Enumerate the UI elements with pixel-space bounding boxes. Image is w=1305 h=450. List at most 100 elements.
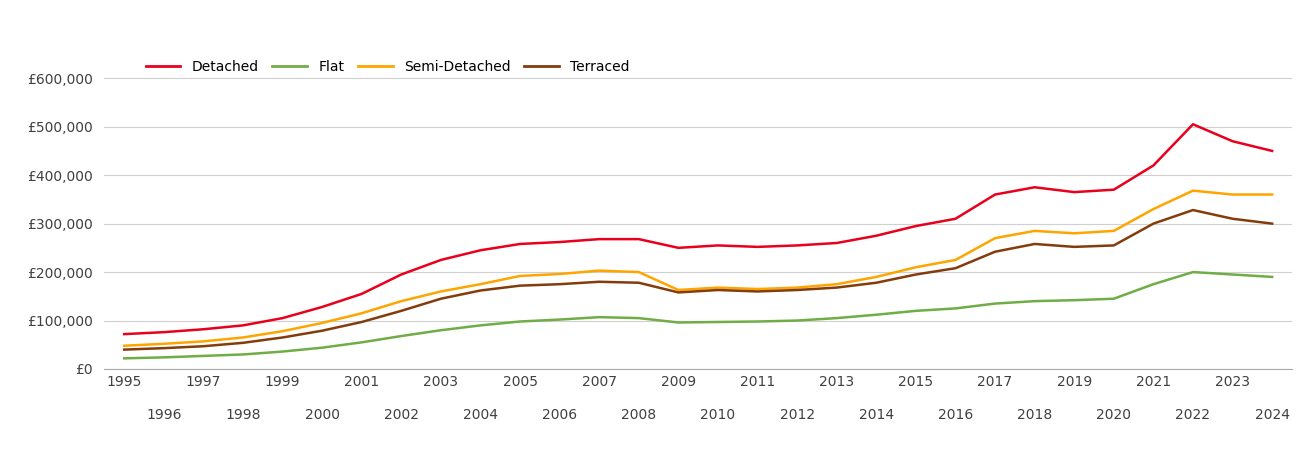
Flat	[155, 355, 171, 360]
Semi-Detached	[393, 298, 408, 304]
Text: 2016: 2016	[938, 408, 974, 422]
Semi-Detached	[632, 270, 647, 275]
Flat	[908, 308, 924, 314]
Terraced	[116, 347, 132, 352]
Detached	[988, 192, 1004, 197]
Semi-Detached	[908, 265, 924, 270]
Flat	[512, 319, 527, 324]
Detached	[552, 239, 568, 245]
Flat	[354, 340, 369, 345]
Detached	[591, 236, 607, 242]
Terraced	[472, 288, 488, 293]
Semi-Detached	[155, 341, 171, 346]
Terraced	[433, 296, 449, 302]
Flat	[472, 323, 488, 328]
Text: 2022: 2022	[1176, 408, 1211, 422]
Flat	[315, 345, 330, 351]
Text: 2010: 2010	[701, 408, 736, 422]
Semi-Detached	[472, 282, 488, 287]
Flat	[116, 356, 132, 361]
Semi-Detached	[354, 310, 369, 316]
Semi-Detached	[275, 328, 291, 334]
Detached	[1066, 189, 1082, 195]
Detached	[1185, 122, 1201, 127]
Flat	[710, 320, 726, 325]
Flat	[1146, 282, 1161, 287]
Flat	[275, 349, 291, 354]
Terraced	[235, 340, 251, 346]
Flat	[1105, 296, 1121, 302]
Terraced	[196, 343, 211, 349]
Semi-Detached	[591, 268, 607, 273]
Semi-Detached	[315, 320, 330, 326]
Semi-Detached	[1265, 192, 1280, 197]
Flat	[790, 318, 805, 323]
Detached	[116, 331, 132, 337]
Terraced	[393, 308, 408, 314]
Terraced	[1146, 221, 1161, 226]
Semi-Detached	[988, 235, 1004, 241]
Text: 2006: 2006	[542, 408, 577, 422]
Detached	[512, 241, 527, 247]
Terraced	[155, 346, 171, 351]
Line: Semi-Detached: Semi-Detached	[124, 191, 1272, 346]
Terraced	[512, 283, 527, 288]
Flat	[1066, 297, 1082, 303]
Semi-Detached	[790, 285, 805, 290]
Flat	[235, 352, 251, 357]
Semi-Detached	[1027, 228, 1043, 234]
Detached	[196, 327, 211, 332]
Semi-Detached	[196, 339, 211, 344]
Detached	[632, 236, 647, 242]
Flat	[1185, 270, 1201, 275]
Flat	[988, 301, 1004, 306]
Text: 1996: 1996	[146, 408, 181, 422]
Terraced	[947, 266, 963, 271]
Detached	[947, 216, 963, 221]
Detached	[433, 257, 449, 263]
Flat	[393, 333, 408, 339]
Semi-Detached	[868, 274, 883, 279]
Semi-Detached	[1146, 207, 1161, 212]
Terraced	[1224, 216, 1240, 221]
Detached	[1224, 139, 1240, 144]
Semi-Detached	[552, 271, 568, 277]
Line: Detached: Detached	[124, 124, 1272, 334]
Detached	[908, 223, 924, 229]
Terraced	[552, 282, 568, 287]
Terraced	[790, 287, 805, 292]
Text: 2012: 2012	[779, 408, 814, 422]
Terraced	[908, 272, 924, 277]
Detached	[393, 272, 408, 277]
Text: 2018: 2018	[1017, 408, 1052, 422]
Terraced	[1027, 241, 1043, 247]
Terraced	[354, 320, 369, 325]
Detached	[749, 244, 765, 250]
Semi-Detached	[947, 257, 963, 263]
Detached	[1146, 163, 1161, 168]
Terraced	[988, 249, 1004, 254]
Terraced	[1105, 243, 1121, 248]
Terraced	[868, 280, 883, 285]
Text: 2024: 2024	[1254, 408, 1289, 422]
Terraced	[275, 335, 291, 340]
Terraced	[632, 280, 647, 285]
Flat	[1027, 298, 1043, 304]
Terraced	[1265, 221, 1280, 226]
Flat	[829, 315, 844, 321]
Detached	[472, 248, 488, 253]
Detached	[790, 243, 805, 248]
Line: Flat: Flat	[124, 272, 1272, 358]
Semi-Detached	[1066, 230, 1082, 236]
Terraced	[315, 328, 330, 333]
Detached	[829, 240, 844, 246]
Text: 2002: 2002	[384, 408, 419, 422]
Detached	[671, 245, 686, 251]
Semi-Detached	[749, 286, 765, 292]
Semi-Detached	[235, 335, 251, 340]
Detached	[1105, 187, 1121, 193]
Line: Terraced: Terraced	[124, 210, 1272, 350]
Terraced	[1185, 207, 1201, 213]
Terraced	[591, 279, 607, 284]
Detached	[275, 315, 291, 321]
